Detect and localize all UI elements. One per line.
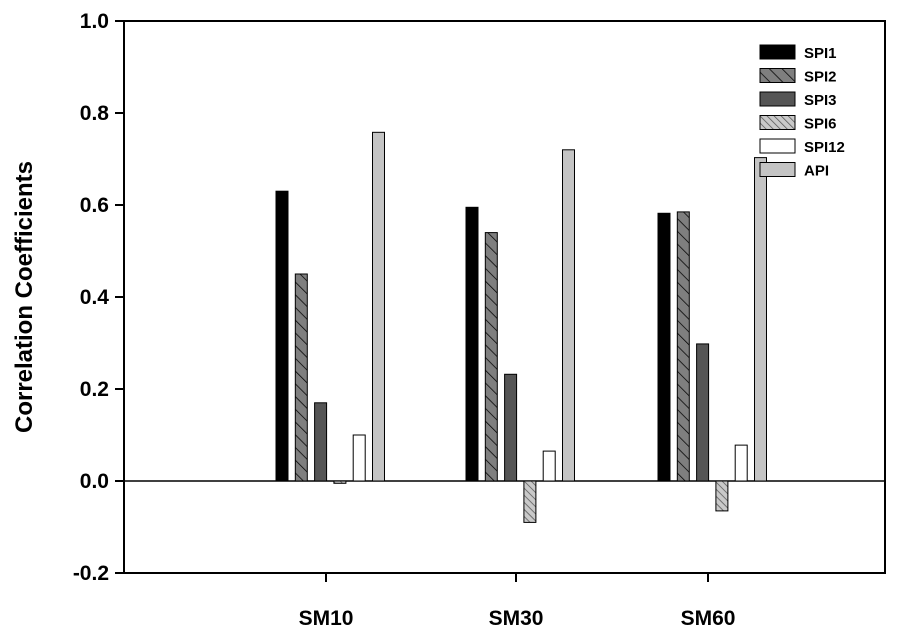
legend-swatch-api [759, 162, 796, 177]
legend-label-spi6: SPI6 [804, 116, 837, 133]
y-tick-label: -0.2 [73, 562, 109, 585]
bar-spi1-sm10 [275, 190, 289, 482]
y-tick-label: 1.0 [80, 10, 109, 33]
bar-spi6-sm10 [333, 480, 347, 484]
y-tick-label: 0.2 [80, 378, 109, 401]
x-tick-label: SM10 [299, 607, 354, 630]
legend-swatch-spi3 [759, 91, 796, 107]
bar-spi12-sm10 [352, 434, 366, 482]
x-axis-ticks: SM10 SM30 SM60 [299, 573, 736, 630]
bar-spi2-sm60 [676, 211, 690, 482]
bar-spi2-sm30 [484, 232, 498, 482]
legend-swatch-spi1 [759, 44, 796, 60]
bar-api-sm60 [754, 157, 767, 482]
y-axis-ticks: -0.2 0.0 0.2 0.4 0.6 0.8 1.0 [73, 10, 124, 585]
x-tick-label: SM60 [681, 607, 736, 630]
bar-spi2-sm10 [294, 273, 308, 482]
y-tick-label: 0.4 [80, 286, 110, 309]
bar-spi3-sm60 [696, 343, 710, 482]
legend-label-spi3: SPI3 [804, 92, 837, 109]
bar-spi6-sm30 [523, 480, 537, 523]
bar-spi1-sm30 [465, 206, 479, 482]
bar-spi12-sm60 [734, 444, 748, 482]
legend-label-spi1: SPI1 [804, 45, 837, 62]
legend-swatch-spi6 [759, 115, 796, 130]
bar-api-sm10 [372, 131, 385, 482]
bar-spi12-sm30 [542, 450, 556, 482]
bar-api-sm30 [562, 149, 575, 482]
bars [275, 131, 767, 523]
y-tick-label: 0.8 [80, 102, 110, 125]
bar-spi6-sm60 [715, 480, 729, 512]
legend-label-spi12: SPI12 [804, 139, 845, 156]
y-axis-label: Correlation Coefficients [11, 161, 38, 433]
legend-label-api: API [804, 163, 829, 180]
legend-swatch-spi12 [759, 138, 796, 154]
x-tick-label: SM30 [489, 607, 544, 630]
y-tick-label: 0.0 [80, 470, 109, 493]
legend-swatch-spi2 [759, 68, 796, 83]
bar-spi1-sm60 [657, 212, 671, 482]
bar-spi3-sm30 [504, 373, 518, 482]
legend: SPI1 SPI2 SPI3 SPI6 SPI12 API [759, 44, 845, 180]
y-tick-label: 0.6 [80, 194, 109, 217]
bar-spi3-sm10 [314, 402, 328, 482]
legend-label-spi2: SPI2 [804, 69, 837, 86]
